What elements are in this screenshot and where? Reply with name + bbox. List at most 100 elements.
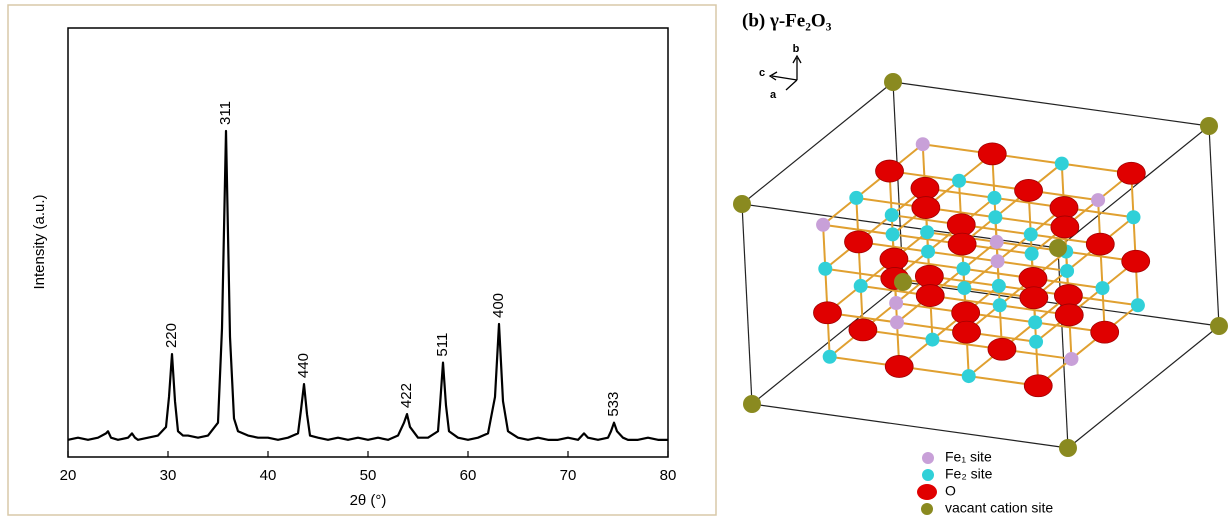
peak-label: 533: [605, 392, 622, 417]
fe2-atom: [987, 191, 1001, 205]
legend-swatch: [917, 484, 937, 500]
x-tick-label: 30: [160, 467, 177, 484]
x-tick-label: 60: [460, 467, 477, 484]
peak-label: 220: [163, 323, 180, 348]
oxygen-atom: [1122, 250, 1150, 272]
oxygen-atom: [1020, 287, 1048, 309]
plot: 20 30 40 50 60 70 80 220 311 440 422 511 400 533: [60, 101, 677, 484]
x-tick-label: 80: [660, 467, 677, 484]
vacant-site: [733, 195, 751, 213]
figure: 2θ (°) Intensity (a.u.) 20 30 40 50 60 70 80 22…: [0, 0, 1228, 518]
oxygen-atom: [813, 302, 841, 324]
oxygen-atom: [988, 338, 1016, 360]
oxygen-atom: [948, 233, 976, 255]
fe2-atom: [957, 281, 971, 295]
legend-swatch: [922, 452, 934, 464]
oxygen-atom: [978, 143, 1006, 165]
fe1-atom: [916, 137, 930, 151]
fe2-atom: [956, 262, 970, 276]
legend-swatch: [922, 469, 934, 481]
legend-swatch: [921, 503, 933, 515]
fe2-atom: [962, 369, 976, 383]
oxygen-atom: [880, 248, 908, 270]
oxygen-atom: [916, 285, 944, 307]
axis-c: c: [759, 67, 765, 79]
fe2-atom: [1095, 281, 1109, 295]
vacant-site: [1200, 117, 1218, 135]
fe2-atom: [886, 227, 900, 241]
fe1-atom: [990, 235, 1004, 249]
oxygen-atom: [1054, 285, 1082, 307]
vacant-site: [884, 73, 902, 91]
x-tick-label: 20: [60, 467, 77, 484]
oxygen-atom: [1091, 321, 1119, 343]
vacant-site: [1210, 317, 1228, 335]
peak-label: 400: [490, 293, 507, 318]
cell-edge: [742, 204, 752, 404]
diagram-title: (b) γ-Fe₂O₃: [742, 10, 832, 31]
fe2-atom: [1029, 335, 1043, 349]
xrd-line: [68, 131, 668, 440]
fe2-atom: [1055, 157, 1069, 171]
legend-label: vacant cation site: [945, 500, 1053, 516]
fe2-atom: [818, 262, 832, 276]
peak-label: 422: [398, 383, 415, 408]
oxygen-atom: [1015, 179, 1043, 201]
y-axis-label: Intensity (a.u.): [31, 194, 48, 289]
fe2-atom: [921, 245, 935, 259]
fe1-atom: [1091, 193, 1105, 207]
legend-label: Fe₂ site: [945, 466, 993, 482]
fe2-atom: [1131, 298, 1145, 312]
fe2-atom: [992, 279, 1006, 293]
fe1-atom: [816, 218, 830, 232]
oxygen-atom: [1050, 197, 1078, 219]
oxygen-atom: [912, 197, 940, 219]
x-tick-label: 50: [360, 467, 377, 484]
oxygen-atom: [1117, 162, 1145, 184]
axis-b: b: [793, 43, 800, 55]
oxygen-atom: [885, 355, 913, 377]
axis-a: a: [770, 89, 777, 101]
fe2-atom: [1028, 315, 1042, 329]
fe2-atom: [988, 210, 1002, 224]
fe2-atom: [1025, 247, 1039, 261]
vacant-site: [743, 395, 761, 413]
fe2-atom: [993, 298, 1007, 312]
oxygen-atom: [1019, 267, 1047, 289]
cell-edge: [1209, 126, 1219, 326]
plot-frame: [68, 28, 668, 457]
fe2-atom: [1024, 227, 1038, 241]
x-tick-label: 70: [560, 467, 577, 484]
oxygen-atom: [1051, 216, 1079, 238]
peak-label: 440: [295, 353, 312, 378]
oxygen-atom: [953, 321, 981, 343]
oxygen-atom: [1055, 304, 1083, 326]
fe1-atom: [890, 315, 904, 329]
oxygen-atom: [1024, 375, 1052, 397]
oxygen-atom: [915, 265, 943, 287]
axes-icon: [770, 56, 801, 90]
fe1-atom: [889, 296, 903, 310]
peak-label: 511: [434, 333, 451, 357]
cell-edge: [893, 82, 1209, 126]
legend-label: Fe₁ site: [945, 449, 992, 465]
cell-edge: [752, 404, 1068, 448]
fe2-atom: [823, 350, 837, 364]
fe2-atom: [920, 225, 934, 239]
fe2-atom: [952, 174, 966, 188]
legend-label: O: [945, 483, 956, 499]
oxygen-atom: [849, 319, 877, 341]
x-tick-label: 40: [260, 467, 277, 484]
oxygen-atom: [911, 177, 939, 199]
vacant-site: [1059, 439, 1077, 457]
peak-label: 311: [217, 101, 234, 125]
vacant-site: [1049, 239, 1067, 257]
oxygen-atom: [952, 302, 980, 324]
x-axis-label: 2θ (°): [350, 492, 387, 509]
fe1-atom: [991, 254, 1005, 268]
fe2-atom: [849, 191, 863, 205]
oxygen-atom: [1086, 233, 1114, 255]
oxygen-atom: [845, 231, 873, 253]
oxygen-atom: [947, 214, 975, 236]
fe2-atom: [854, 279, 868, 293]
